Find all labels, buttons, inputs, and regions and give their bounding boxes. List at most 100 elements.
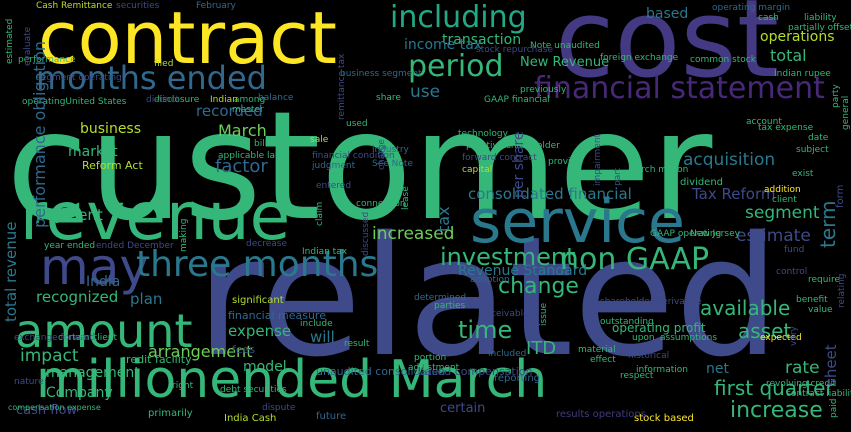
word-among: liability (804, 13, 837, 23)
word-remittance-tax: general (841, 95, 851, 130)
word-lease: contract liability (786, 389, 851, 399)
word-making: claim (315, 201, 325, 226)
word-gaap-operating: certain client (58, 333, 118, 343)
word-exchange-forward: impairment (593, 133, 603, 186)
word-forward-contract: business segment (340, 69, 422, 79)
word-stock-based: based compensation (418, 365, 533, 378)
word-millionended-march: millionended March (36, 350, 548, 410)
word-results-operations: credit facility (120, 353, 192, 366)
word-certain: total (770, 46, 807, 65)
word-fees: Reform Act (82, 159, 143, 172)
word-general: dispute (262, 403, 296, 413)
word-march: acquisition (683, 150, 776, 170)
word-gaap-financial: exchange forward (14, 333, 96, 343)
word-impairment: party (831, 84, 841, 108)
word-tax-reform: Tax Reform (692, 185, 776, 203)
word-transaction: Revenue Standard (458, 263, 588, 279)
word-financial-statement: financial statement (534, 71, 825, 106)
word-outstanding: determined (414, 293, 467, 303)
word-performance: results operations (556, 409, 646, 420)
word-parties: operatingUnited States (22, 97, 127, 107)
word-charge: revolving credit (766, 379, 837, 389)
word-consolidated-financial: consolidated financial (468, 185, 632, 203)
word-see-note: sale (310, 135, 329, 145)
word-debt-securities: ended December (96, 241, 174, 251)
word-securities: India Cash (224, 413, 277, 424)
word-compensation-expense: remittance tax (337, 53, 347, 120)
word-recorded: factor (215, 156, 268, 177)
word-year-ended: provide (548, 157, 582, 167)
word-evaluate: Indian tax (302, 247, 348, 257)
word-historical: adoption (470, 275, 510, 285)
word-business: recorded (196, 102, 263, 120)
word-contract-liability: estimated (5, 18, 15, 64)
word-certain-client: part (613, 167, 623, 186)
word-addition: information (636, 365, 688, 375)
word-capital: Indian (210, 95, 238, 105)
word-segment-operating: relating (837, 273, 847, 308)
word-tax: value (808, 305, 833, 315)
word-plan: payment (36, 206, 103, 224)
word-adoption: entered (316, 181, 352, 191)
word-net: rate (785, 358, 820, 378)
word-portion: See Note (372, 159, 413, 169)
word-recognized-vertical: performance obligation (30, 41, 49, 228)
word-increase: increase (730, 398, 823, 423)
word-first-quarter: first quarter (714, 376, 834, 400)
word-available: change (498, 274, 579, 299)
word-impact: plan (130, 290, 163, 308)
word-note-unaudited: Cash Remittance (36, 1, 113, 11)
word-income-tax: tax (434, 206, 453, 232)
word-india-cash: significant (232, 295, 284, 306)
word-change: increased (372, 224, 455, 244)
word-tax-expense: result (344, 339, 370, 349)
word-unaudited-consolidated: total revenue (2, 221, 20, 322)
word-sheet: date (808, 133, 829, 143)
word-entered: capital (462, 165, 493, 175)
word-customer: customer (6, 80, 713, 254)
word-operations: transaction (442, 32, 522, 48)
word-total: income tax (404, 37, 483, 53)
word-including: including (390, 0, 527, 35)
word-itd: Company (46, 385, 113, 401)
word-related: related (196, 201, 780, 393)
word-reporting: financial measure (228, 309, 326, 322)
word-client: New Jersey (690, 229, 740, 239)
word-performance-obligation: evaluate (23, 26, 33, 66)
word-reform-act: operations (760, 29, 835, 45)
word-india: recognized (36, 288, 119, 306)
word-connection: GAAP financial (484, 95, 550, 105)
word-term: exist (792, 169, 814, 179)
word-determined: judgment (312, 161, 356, 171)
word-march-million: historical (628, 351, 670, 361)
word-rate: asset (738, 319, 792, 343)
word-total-revenue: charge (377, 139, 387, 170)
word-part: upon (632, 333, 655, 343)
word-credit-facility: unaudited consolidated (316, 365, 446, 378)
word-may: may (40, 238, 149, 296)
word-judgment: used (346, 119, 368, 129)
word-require: parties (434, 301, 466, 311)
word-paid: account (746, 117, 782, 127)
word-exist: include (300, 319, 333, 329)
word-market: business (80, 121, 142, 137)
word-cash-remittance: stock based (634, 413, 694, 424)
word-financial-measure: certain (440, 401, 486, 416)
word-cash-flow: management (46, 365, 140, 381)
word-based-compensation: sheet (822, 344, 840, 386)
word-billion: forward contract (462, 153, 537, 163)
word-liability: dividend (680, 177, 724, 188)
word-industry: stock repurchase (476, 45, 554, 55)
word-dispute: issue (539, 302, 549, 326)
word-party: connection (356, 199, 406, 209)
word-revenue: revenue (20, 178, 291, 255)
word-cash: benefit (796, 295, 828, 305)
word-operatingunited-states: form (835, 184, 846, 208)
word-ended-december: share (376, 93, 401, 103)
word-cost: cost (555, 0, 780, 102)
word-dividend: expected (760, 333, 802, 343)
word-new-jersey: compensation expense (8, 403, 101, 412)
word-effect: material (578, 345, 616, 355)
word-revenue-standard: cash flow (16, 403, 78, 418)
